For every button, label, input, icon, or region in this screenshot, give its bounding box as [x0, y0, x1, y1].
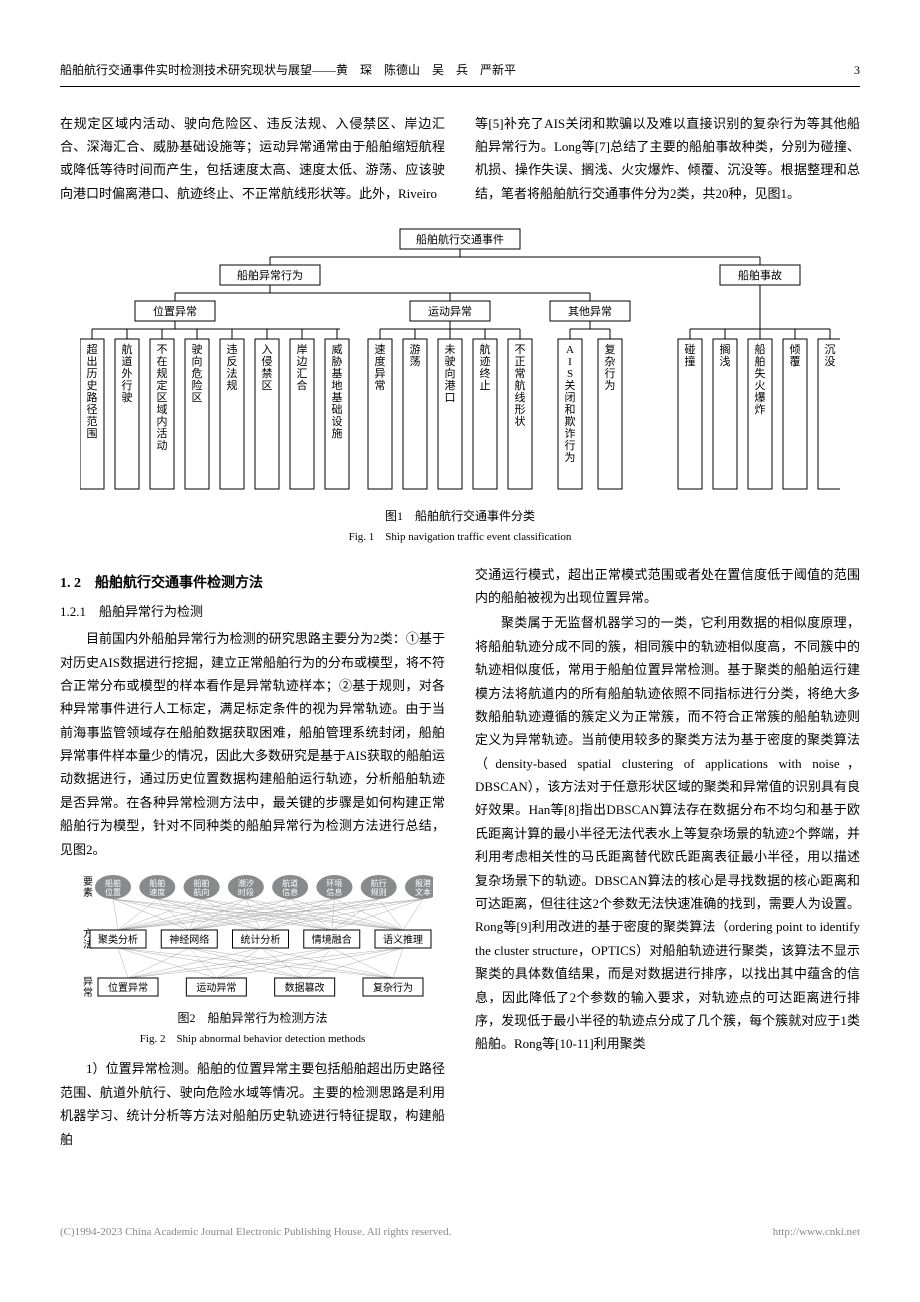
- svg-text:位置异常: 位置异常: [108, 981, 148, 994]
- intro-columns: 在规定区域内活动、驶向危险区、违反法规、入侵禁区、岸边汇合、深海汇合、威胁基础设…: [60, 112, 860, 208]
- svg-text:船舶速度: 船舶速度: [149, 878, 165, 897]
- footer-right: http://www.cnki.net: [773, 1223, 860, 1243]
- svg-text:位置异常: 位置异常: [153, 304, 197, 318]
- svg-text:要素: 要素: [83, 876, 93, 899]
- svg-text:运动异常: 运动异常: [196, 981, 236, 994]
- svg-text:数据篡改: 数据篡改: [284, 981, 324, 994]
- page-content: 船舶航行交通事件实时检测技术研究现状与展望——黄 琛 陈德山 吴 兵 严新平 3…: [0, 0, 920, 1183]
- intro-right-text: 等[5]补充了AIS关闭和欺骗以及难以直接识别的复杂行为等其他船舶异常行为。Lo…: [475, 112, 860, 206]
- svg-text:速度异常: 速度异常: [375, 343, 386, 392]
- svg-text:不正常航线形状: 不正常航线形状: [515, 344, 526, 428]
- fig2-caption-en: Fig. 2 Ship abnormal behavior detection …: [140, 1030, 365, 1050]
- svg-text:船舶事故: 船舶事故: [738, 268, 782, 282]
- svg-text:情境融合: 情境融合: [311, 933, 351, 946]
- fig1-svg: 船舶航行交通事件 船舶异常行为 船舶事故: [80, 222, 840, 502]
- right-para-2: 聚类属于无监督机器学习的一类，它利用数据的相似度原理，将船舶轨迹分成不同的簇，相…: [475, 611, 860, 1055]
- svg-text:未驶向港口: 未驶向港口: [445, 343, 456, 404]
- intro-right: 等[5]补充了AIS关闭和欺骗以及难以直接识别的复杂行为等其他船舶异常行为。Lo…: [475, 112, 860, 208]
- fig1-caption-cn: 图1 船舶航行交通事件分类: [385, 506, 535, 528]
- left-para-1: 目前国内外船舶异常行为检测的研究思路主要分为2类：①基于对历史AIS数据进行挖掘…: [60, 627, 445, 861]
- fig1-caption-en: Fig. 1 Ship navigation traffic event cla…: [349, 528, 572, 548]
- right-col: 交通运行模式，超出正常模式范围或者处在置信度低于阈值的范围内的船舶被视为出现位置…: [475, 563, 860, 1153]
- running-head: 船舶航行交通事件实时检测技术研究现状与展望——黄 琛 陈德山 吴 兵 严新平 3: [60, 60, 860, 87]
- svg-text:沉没: 沉没: [825, 343, 836, 368]
- svg-text:航迹终止: 航迹终止: [480, 342, 491, 392]
- svg-text:碰撞: 碰撞: [685, 343, 696, 368]
- svg-text:航道外行驶: 航道外行驶: [122, 342, 133, 404]
- svg-text:复杂行为: 复杂行为: [373, 981, 413, 994]
- svg-text:运动异常: 运动异常: [428, 305, 472, 318]
- footer-left: (C)1994-2023 China Academic Journal Elec…: [60, 1223, 451, 1243]
- svg-text:环境信息: 环境信息: [326, 878, 342, 897]
- fig1-root: 船舶航行交通事件: [416, 232, 504, 246]
- svg-text:岸边汇合: 岸边汇合: [297, 343, 308, 392]
- svg-text:航行规则: 航行规则: [370, 878, 386, 897]
- svg-text:违反法规: 违反法规: [227, 343, 238, 392]
- svg-text:复杂行为: 复杂行为: [605, 342, 616, 392]
- svg-text:船舶失火爆炸: 船舶失火爆炸: [755, 342, 766, 416]
- body-columns: 1. 2 船舶航行交通事件检测方法 1.2.1 船舶异常行为检测 目前国内外船舶…: [60, 563, 860, 1153]
- sec-1-2-1: 1.2.1 船舶异常行为检测: [60, 600, 445, 623]
- svg-text:统计分析: 统计分析: [240, 933, 280, 946]
- svg-text:驶向危险区: 驶向危险区: [192, 342, 203, 404]
- intro-left: 在规定区域内活动、驶向危险区、违反法规、入侵禁区、岸边汇合、深海汇合、威胁基础设…: [60, 112, 445, 208]
- svg-text:航道信息: 航道信息: [282, 878, 298, 897]
- page-number: 3: [854, 60, 860, 82]
- svg-text:异常: 异常: [83, 976, 93, 999]
- svg-text:神经网络: 神经网络: [169, 933, 209, 946]
- svg-text:潮汐时段: 潮汐时段: [237, 878, 253, 897]
- svg-text:搁浅: 搁浅: [720, 342, 731, 368]
- svg-text:其他异常: 其他异常: [568, 305, 612, 318]
- footer: (C)1994-2023 China Academic Journal Elec…: [0, 1223, 920, 1263]
- right-para-1: 交通运行模式，超出正常模式范围或者处在置信度低于阈值的范围内的船舶被视为出现位置…: [475, 563, 860, 610]
- svg-text:聚类分析: 聚类分析: [98, 933, 138, 946]
- intro-left-text: 在规定区域内活动、驶向危险区、违反法规、入侵禁区、岸边汇合、深海汇合、威胁基础设…: [60, 112, 445, 206]
- svg-text:入侵禁区: 入侵禁区: [262, 344, 273, 392]
- fig2-svg: 要素方法异常船舶位置船舶速度船舶航向潮汐时段航道信息环境信息航行规则报港文本聚类…: [73, 869, 433, 1004]
- sec-1-2: 1. 2 船舶航行交通事件检测方法: [60, 571, 445, 596]
- svg-text:语义推理: 语义推理: [383, 933, 423, 946]
- fig2-caption-cn: 图2 船舶异常行为检测方法: [177, 1008, 327, 1030]
- figure-1: 船舶航行交通事件 船舶异常行为 船舶事故: [60, 222, 860, 547]
- left-para-2: 1）位置异常检测。船舶的位置异常主要包括船舶超出历史路径范围、航道外航行、驶向危…: [60, 1057, 445, 1151]
- svg-text:船舶航向: 船舶航向: [193, 878, 209, 897]
- svg-text:超出历史路径范围: 超出历史路径范围: [87, 342, 98, 440]
- svg-text:船舶异常行为: 船舶异常行为: [237, 268, 303, 282]
- svg-text:威胁基地基础设施: 威胁基地基础设施: [332, 343, 343, 440]
- running-title: 船舶航行交通事件实时检测技术研究现状与展望——黄 琛 陈德山 吴 兵 严新平: [60, 60, 516, 82]
- svg-text:游荡: 游荡: [410, 343, 421, 368]
- svg-text:倾覆: 倾覆: [790, 343, 801, 368]
- left-col: 1. 2 船舶航行交通事件检测方法 1.2.1 船舶异常行为检测 目前国内外船舶…: [60, 563, 445, 1153]
- svg-text:不在规定区域内活动: 不在规定区域内活动: [157, 344, 168, 452]
- figure-2: 要素方法异常船舶位置船舶速度船舶航向潮汐时段航道信息环境信息航行规则报港文本聚类…: [60, 869, 445, 1049]
- svg-text:船舶位置: 船舶位置: [105, 878, 121, 897]
- svg-text:报港文本: 报港文本: [415, 878, 431, 897]
